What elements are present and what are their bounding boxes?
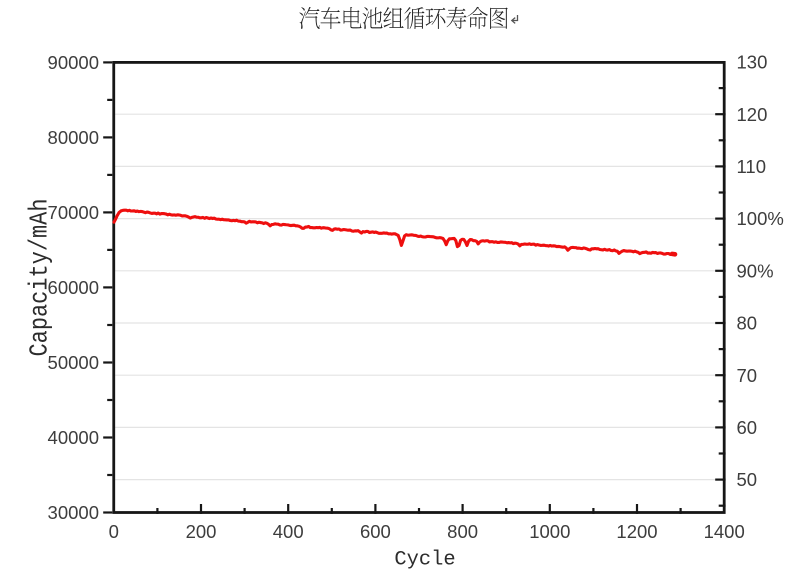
svg-text:200: 200 [186,521,217,542]
svg-text:400: 400 [273,521,304,542]
svg-text:1000: 1000 [529,521,570,542]
svg-text:40000: 40000 [48,427,99,448]
svg-text:0: 0 [109,521,119,542]
svg-text:70: 70 [737,365,758,386]
svg-text:90000: 90000 [48,52,99,73]
svg-text:600: 600 [360,521,391,542]
svg-text:800: 800 [447,521,478,542]
svg-text:30000: 30000 [48,502,99,523]
svg-text:100%: 100% [737,208,784,229]
svg-text:1400: 1400 [704,521,745,542]
svg-text:50000: 50000 [48,352,99,373]
svg-text:Capacity/mAh: Capacity/mAh [25,199,55,357]
svg-text:70000: 70000 [48,202,99,223]
svg-text:80: 80 [737,313,758,334]
svg-text:90%: 90% [737,260,774,281]
svg-text:Cycle: Cycle [394,549,455,572]
svg-text:1200: 1200 [616,521,657,542]
svg-text:60000: 60000 [48,277,99,298]
svg-text:120: 120 [737,104,768,125]
svg-text:130: 130 [737,52,768,73]
svg-text:60: 60 [737,417,758,438]
svg-text:50: 50 [737,469,758,490]
svg-text:80000: 80000 [48,127,99,148]
svg-text:110: 110 [737,156,767,177]
